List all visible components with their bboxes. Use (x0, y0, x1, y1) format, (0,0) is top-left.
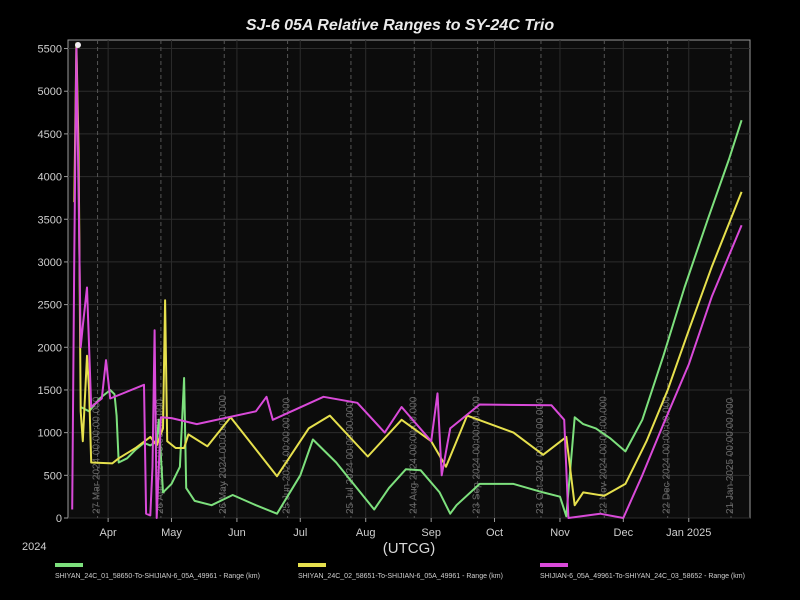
event-line-label: 23 Sep 2024 00:00:00.000 (472, 396, 483, 514)
y-tick-label: 2000 (38, 342, 62, 354)
legend-label: SHIJIAN-6_05A_49961-To-SHIYAN_24C_03_586… (540, 573, 745, 580)
start-marker (75, 42, 81, 48)
y-tick-label: 3500 (38, 214, 62, 226)
legend-label: SHIYAN_24C_02_58651-To-SHIJIAN-6_05A_499… (298, 573, 503, 580)
x-tick-label: Jan 2025 (666, 527, 711, 539)
y-tick-label: 3000 (38, 257, 62, 269)
y-tick-label: 5500 (38, 44, 62, 56)
series-line-3 (71, 47, 743, 519)
x-tick-label: Sep (421, 527, 441, 539)
series-layer (71, 42, 743, 519)
event-line-label: 22 Dec 2024 00:00:00.000 (662, 396, 673, 514)
x-tick-label: Nov (550, 527, 570, 539)
y-tick-label: 0 (56, 513, 62, 525)
event-line-label: 25 Jun 2024 00:00:00.000 (282, 397, 293, 514)
y-tick-label: 4000 (38, 172, 62, 184)
x-tick-label: Oct (486, 527, 503, 539)
legend-label: SHIYAN_24C_01_58650-To-SHIJIAN-6_05A_499… (55, 573, 260, 580)
x-tick-label: Aug (356, 527, 376, 539)
y-tick-label: 1500 (38, 385, 62, 397)
x-tick-label: Jun (228, 527, 246, 539)
x-year-label: 2024 (22, 541, 46, 553)
x-axis-label: (UTCG) (383, 540, 436, 557)
y-tick-label: 5000 (38, 86, 62, 98)
event-line-label: 24 Aug 2024 00:00:00.000 (408, 396, 419, 514)
event-line-label: 23 Oct 2024 00:00:00.000 (535, 398, 546, 514)
legend: SHIYAN_24C_01_58650-To-SHIJIAN-6_05A_499… (55, 563, 745, 580)
event-line-label: 27 Mar 2024 00:00:00.000 (92, 396, 103, 514)
series-line-1 (80, 119, 743, 518)
event-lines: 27 Mar 2024 00:00:00.000 26 Apr 2024 00:0… (92, 40, 736, 518)
y-tick-label: 4500 (38, 129, 62, 141)
x-axis-ticks: Apr May Jun Jul Aug Sep Oct Nov Dec Jan 2025 (100, 518, 711, 539)
x-tick-label: May (161, 527, 182, 539)
y-tick-label: 500 (44, 470, 62, 482)
y-tick-label: 1000 (38, 428, 62, 440)
x-tick-label: Jul (293, 527, 307, 539)
x-tick-label: Apr (100, 527, 117, 539)
event-line-label: 22 Nov 2024 00:00:00.000 (598, 396, 609, 514)
event-line-label: 26 May 2024 00:00:00.000 (218, 395, 229, 514)
event-line-label: 21 Jan 2025 00:00:00.000 (725, 397, 736, 514)
event-line-label: 25 Jul 2024 00:00:00.000 (345, 401, 356, 514)
x-tick-label: Dec (614, 527, 634, 539)
y-tick-label: 2500 (38, 300, 62, 312)
chart-title: SJ-6 05A Relative Ranges to SY-24C Trio (246, 17, 554, 34)
y-axis-ticks: 0 500 1000 1500 2000 2500 3000 3500 4000 4500 5000… (38, 44, 68, 525)
